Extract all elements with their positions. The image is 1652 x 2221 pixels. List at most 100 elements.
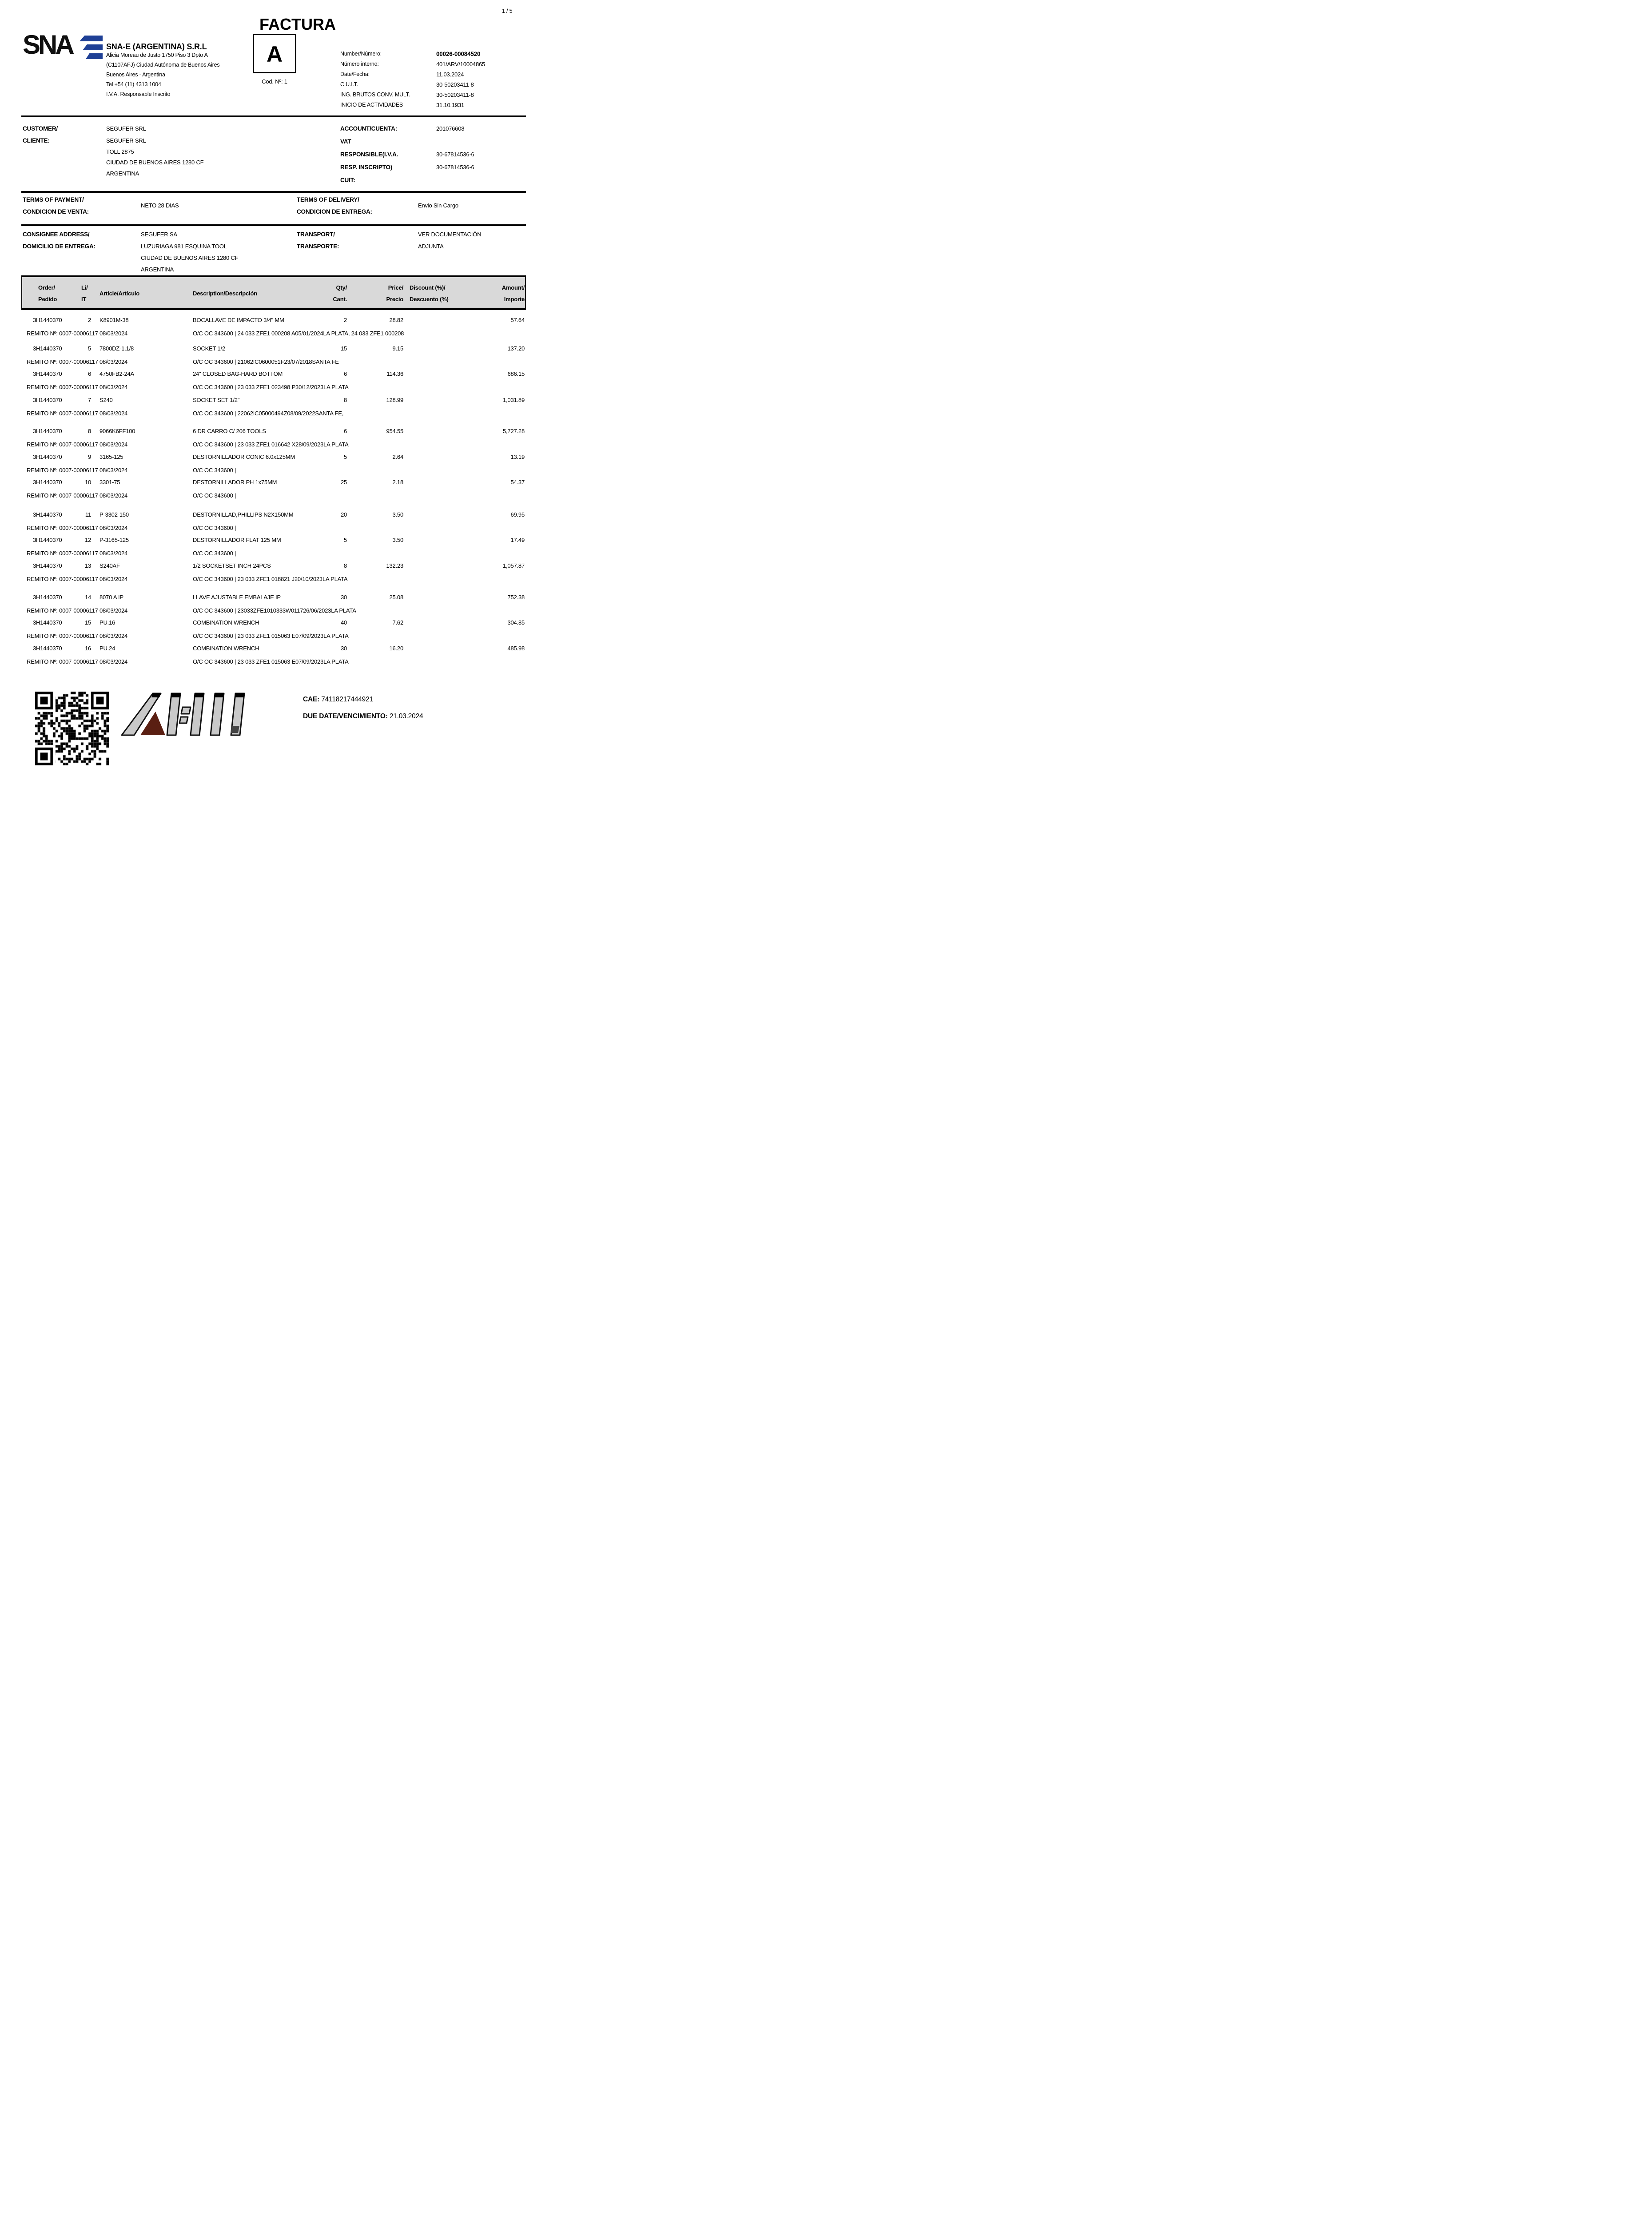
meta-value: 11.03.2024 [436,71,464,78]
row-remito-detail: O/C OC 343600 | [193,492,236,499]
invoice-letter: A [267,42,283,67]
row-article: S240AF [100,562,120,569]
qr-code-icon [35,692,109,765]
row-li: 14 [84,594,91,601]
row-remito: REMITO Nº: 0007-00006117 08/03/2024 [27,384,128,390]
divider [21,191,526,193]
col-header-qty: Cant. [333,296,347,303]
row-article: PU.16 [100,619,115,626]
consignee-value-line: ARGENTINA [141,266,174,273]
row-amount: 17.49 [510,537,525,543]
row-qty: 6 [343,370,347,377]
logo-bar-icon [86,53,103,59]
row-remito: REMITO Nº: 0007-00006117 08/03/2024 [27,607,128,614]
terms-delivery-value: Envio Sin Cargo [418,202,458,209]
terms-payment-label: TERMS OF PAYMENT/ [23,196,84,203]
row-order: 3H1440370 [33,594,62,601]
row-article: S240 [100,397,113,403]
row-price: 128.99 [386,397,403,403]
customer-label: CUSTOMER/ [23,125,58,132]
row-price: 954.55 [386,428,403,434]
meta-value: 00026-00084520 [436,51,481,57]
company-name: SNA-E (ARGENTINA) S.R.L [106,42,207,51]
row-qty: 5 [343,537,347,543]
row-remito-detail: O/C OC 343600 | [193,525,236,531]
row-remito: REMITO Nº: 0007-00006117 08/03/2024 [27,358,128,365]
row-remito: REMITO Nº: 0007-00006117 08/03/2024 [27,633,128,639]
row-li: 5 [88,345,91,352]
logo-e-bars-icon [80,36,103,59]
transport-value-line: ADJUNTA [418,243,444,250]
account-value: 30-67814536-6 [436,164,474,171]
company-address-line: Tel +54 (11) 4313 1004 [106,81,161,88]
row-order: 3H1440370 [33,317,62,323]
row-order: 3H1440370 [33,537,62,543]
row-order: 3H1440370 [33,645,62,652]
customer-label: CLIENTE: [23,137,50,144]
meta-label: ING. BRUTOS CONV. MULT. [340,92,410,98]
row-li: 16 [84,645,91,652]
col-header-amount: Amount/ [502,284,525,291]
row-remito: REMITO Nº: 0007-00006117 08/03/2024 [27,550,128,557]
account-label: ACCOUNT/CUENTA: [340,125,397,132]
row-remito: REMITO Nº: 0007-00006117 08/03/2024 [27,576,128,582]
row-price: 25.08 [389,594,403,601]
row-amount: 57.64 [510,317,525,323]
row-qty: 2 [343,317,347,323]
meta-value: 30-50203411-8 [436,92,474,98]
invoice-page: SNA SNA-E (ARGENTINA) S.R.L FACTURA A Co… [0,0,551,779]
row-qty: 30 [340,594,347,601]
row-order: 3H1440370 [33,428,62,434]
meta-value: 30-50203411-8 [436,81,474,88]
row-amount: 1,031.89 [502,397,525,403]
row-li: 8 [88,428,91,434]
row-remito: REMITO Nº: 0007-00006117 08/03/2024 [27,492,128,499]
row-remito: REMITO Nº: 0007-00006117 08/03/2024 [27,658,128,665]
row-li: 6 [88,370,91,377]
row-description: LLAVE AJUSTABLE EMBALAJE IP [193,594,281,601]
row-price: 16.20 [389,645,403,652]
row-order: 3H1440370 [33,397,62,403]
row-qty: 15 [340,345,347,352]
col-header-order: Order/ [38,284,55,291]
row-qty: 6 [343,428,347,434]
divider [21,224,526,226]
col-header-price: Price/ [388,284,403,291]
afip-logo-icon [121,693,245,736]
terms-delivery-label: TERMS OF DELIVERY/ [297,196,359,203]
meta-label: INICIO DE ACTIVIDADES [340,102,403,108]
row-qty: 8 [343,397,347,403]
row-li: 7 [88,397,91,403]
col-header-discount: Discount (%)/ [410,284,446,291]
customer-value-line: CIUDAD DE BUENOS AIRES 1280 CF [106,159,204,166]
meta-label: Número interno: [340,61,379,67]
row-price: 132.23 [386,562,403,569]
col-header-order: Pedido [38,296,57,303]
row-amount: 304.85 [507,619,525,626]
meta-value: 31.10.1931 [436,102,465,108]
row-description: COMBINATION WRENCH [193,645,259,652]
row-remito-detail: O/C OC 343600 | 23033ZFE1010333W011726/0… [193,607,356,614]
consignee-value-line: SEGUFER SA [141,231,177,238]
company-address-line: Buenos Aires - Argentina [106,72,165,78]
row-order: 3H1440370 [33,479,62,486]
meta-label: Number/Número: [340,51,382,57]
row-li: 11 [85,511,91,518]
row-description: DESTORNILLADOR FLAT 125 MM [193,537,281,543]
row-amount: 485.98 [507,645,525,652]
company-address-line: I.V.A. Responsable Inscrito [106,91,171,97]
row-qty: 40 [340,619,347,626]
row-amount: 686.15 [507,370,525,377]
row-remito-detail: O/C OC 343600 | [193,467,236,474]
row-remito-detail: O/C OC 343600 | 23 033 ZFE1 015063 E07/0… [193,658,349,665]
row-article: K8901M-38 [100,317,129,323]
col-header-qty: Qty/ [336,284,347,291]
cae-value: 74118217444921 [321,696,373,703]
row-order: 3H1440370 [33,454,62,460]
row-description: BOCALLAVE DE IMPACTO 3/4" MM [193,317,284,323]
col-header-li: Li/ [81,284,88,291]
col-header-amount: Importe [504,296,525,303]
meta-label: Date/Fecha: [340,71,370,77]
row-li: 10 [84,479,91,486]
account-label: RESPONSIBLE(I.V.A. [340,151,398,158]
